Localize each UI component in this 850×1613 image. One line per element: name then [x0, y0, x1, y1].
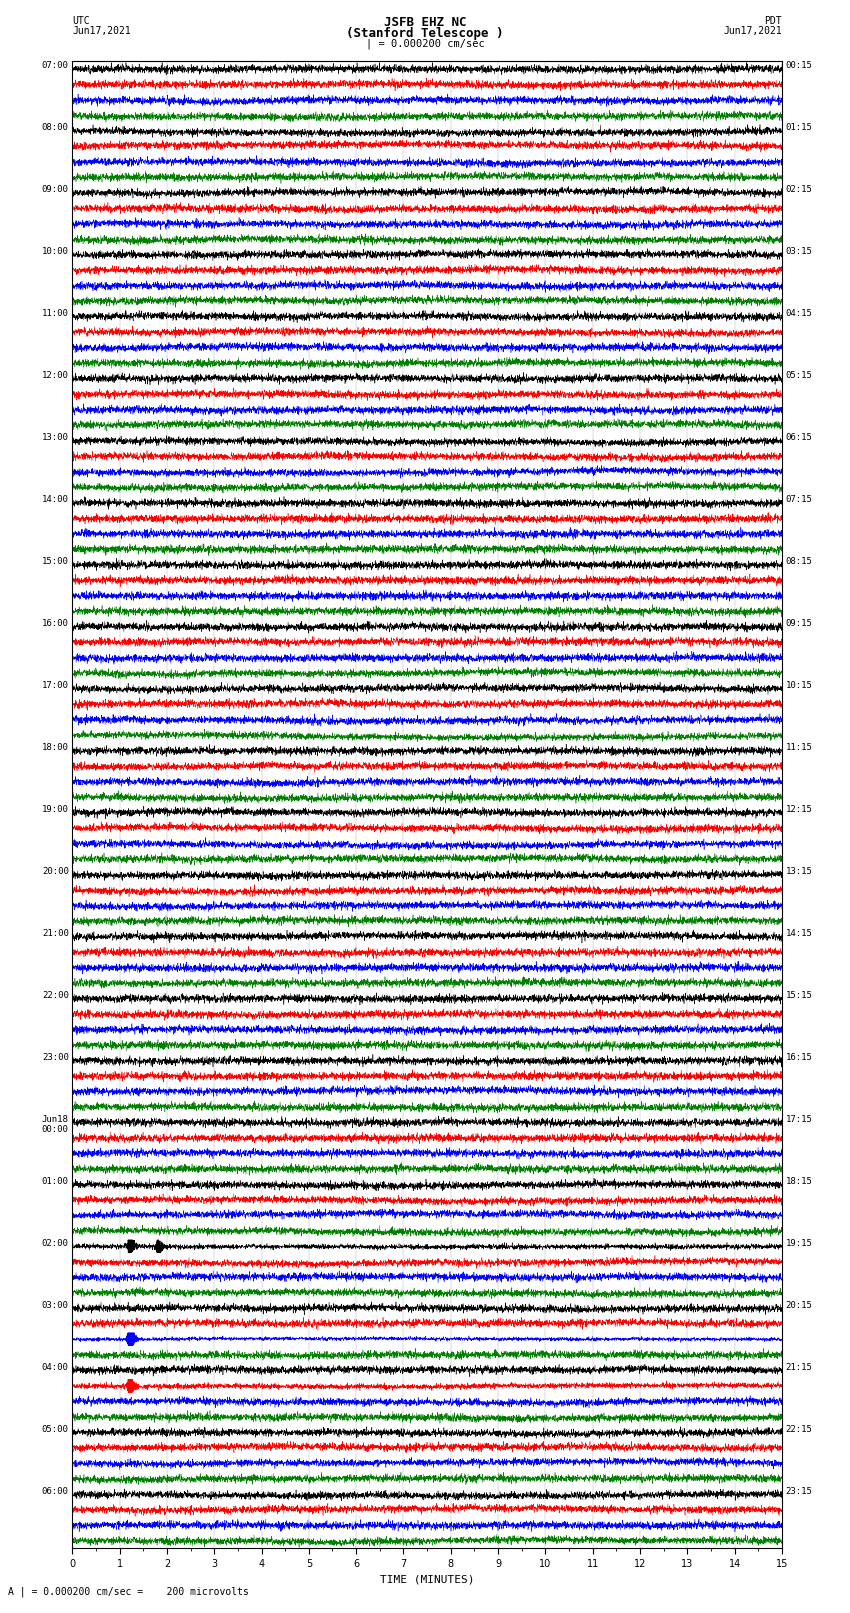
Text: 11:15: 11:15 — [785, 744, 813, 752]
Text: 04:00: 04:00 — [42, 1363, 69, 1371]
Text: 17:00: 17:00 — [42, 681, 69, 690]
Text: 13:15: 13:15 — [785, 866, 813, 876]
Text: | = 0.000200 cm/sec: | = 0.000200 cm/sec — [366, 39, 484, 50]
Text: 09:15: 09:15 — [785, 619, 813, 627]
Text: JSFB EHZ NC: JSFB EHZ NC — [383, 16, 467, 29]
Text: 00:15: 00:15 — [785, 61, 813, 71]
Text: 07:15: 07:15 — [785, 495, 813, 503]
Text: 14:15: 14:15 — [785, 929, 813, 937]
Text: 08:00: 08:00 — [42, 123, 69, 132]
Text: 01:00: 01:00 — [42, 1177, 69, 1186]
Text: 12:15: 12:15 — [785, 805, 813, 815]
Text: 21:15: 21:15 — [785, 1363, 813, 1371]
Text: 10:15: 10:15 — [785, 681, 813, 690]
Text: 21:00: 21:00 — [42, 929, 69, 937]
Text: 17:15: 17:15 — [785, 1115, 813, 1124]
Text: 11:00: 11:00 — [42, 310, 69, 318]
Text: UTC: UTC — [72, 16, 90, 26]
Text: 05:15: 05:15 — [785, 371, 813, 381]
Text: Jun17,2021: Jun17,2021 — [72, 26, 131, 35]
Text: 16:15: 16:15 — [785, 1053, 813, 1061]
Text: 15:00: 15:00 — [42, 556, 69, 566]
Text: 04:15: 04:15 — [785, 310, 813, 318]
Text: Jun18
00:00: Jun18 00:00 — [42, 1115, 69, 1134]
Text: 05:00: 05:00 — [42, 1424, 69, 1434]
Text: 10:00: 10:00 — [42, 247, 69, 256]
Text: 16:00: 16:00 — [42, 619, 69, 627]
Text: 20:00: 20:00 — [42, 866, 69, 876]
Text: 06:00: 06:00 — [42, 1487, 69, 1495]
Text: Jun17,2021: Jun17,2021 — [723, 26, 782, 35]
Text: 22:00: 22:00 — [42, 990, 69, 1000]
X-axis label: TIME (MINUTES): TIME (MINUTES) — [380, 1574, 474, 1584]
Text: 15:15: 15:15 — [785, 990, 813, 1000]
Text: 02:00: 02:00 — [42, 1239, 69, 1247]
Text: PDT: PDT — [764, 16, 782, 26]
Text: 06:15: 06:15 — [785, 434, 813, 442]
Text: 14:00: 14:00 — [42, 495, 69, 503]
Text: 02:15: 02:15 — [785, 185, 813, 194]
Text: 03:00: 03:00 — [42, 1300, 69, 1310]
Text: 12:00: 12:00 — [42, 371, 69, 381]
Text: 09:00: 09:00 — [42, 185, 69, 194]
Text: 01:15: 01:15 — [785, 123, 813, 132]
Text: 18:15: 18:15 — [785, 1177, 813, 1186]
Text: 07:00: 07:00 — [42, 61, 69, 71]
Text: 20:15: 20:15 — [785, 1300, 813, 1310]
Text: 03:15: 03:15 — [785, 247, 813, 256]
Text: 18:00: 18:00 — [42, 744, 69, 752]
Text: (Stanford Telescope ): (Stanford Telescope ) — [346, 27, 504, 40]
Text: 23:15: 23:15 — [785, 1487, 813, 1495]
Text: 13:00: 13:00 — [42, 434, 69, 442]
Text: A | = 0.000200 cm/sec =    200 microvolts: A | = 0.000200 cm/sec = 200 microvolts — [8, 1586, 249, 1597]
Text: 23:00: 23:00 — [42, 1053, 69, 1061]
Text: 22:15: 22:15 — [785, 1424, 813, 1434]
Text: 08:15: 08:15 — [785, 556, 813, 566]
Text: 19:00: 19:00 — [42, 805, 69, 815]
Text: 19:15: 19:15 — [785, 1239, 813, 1247]
